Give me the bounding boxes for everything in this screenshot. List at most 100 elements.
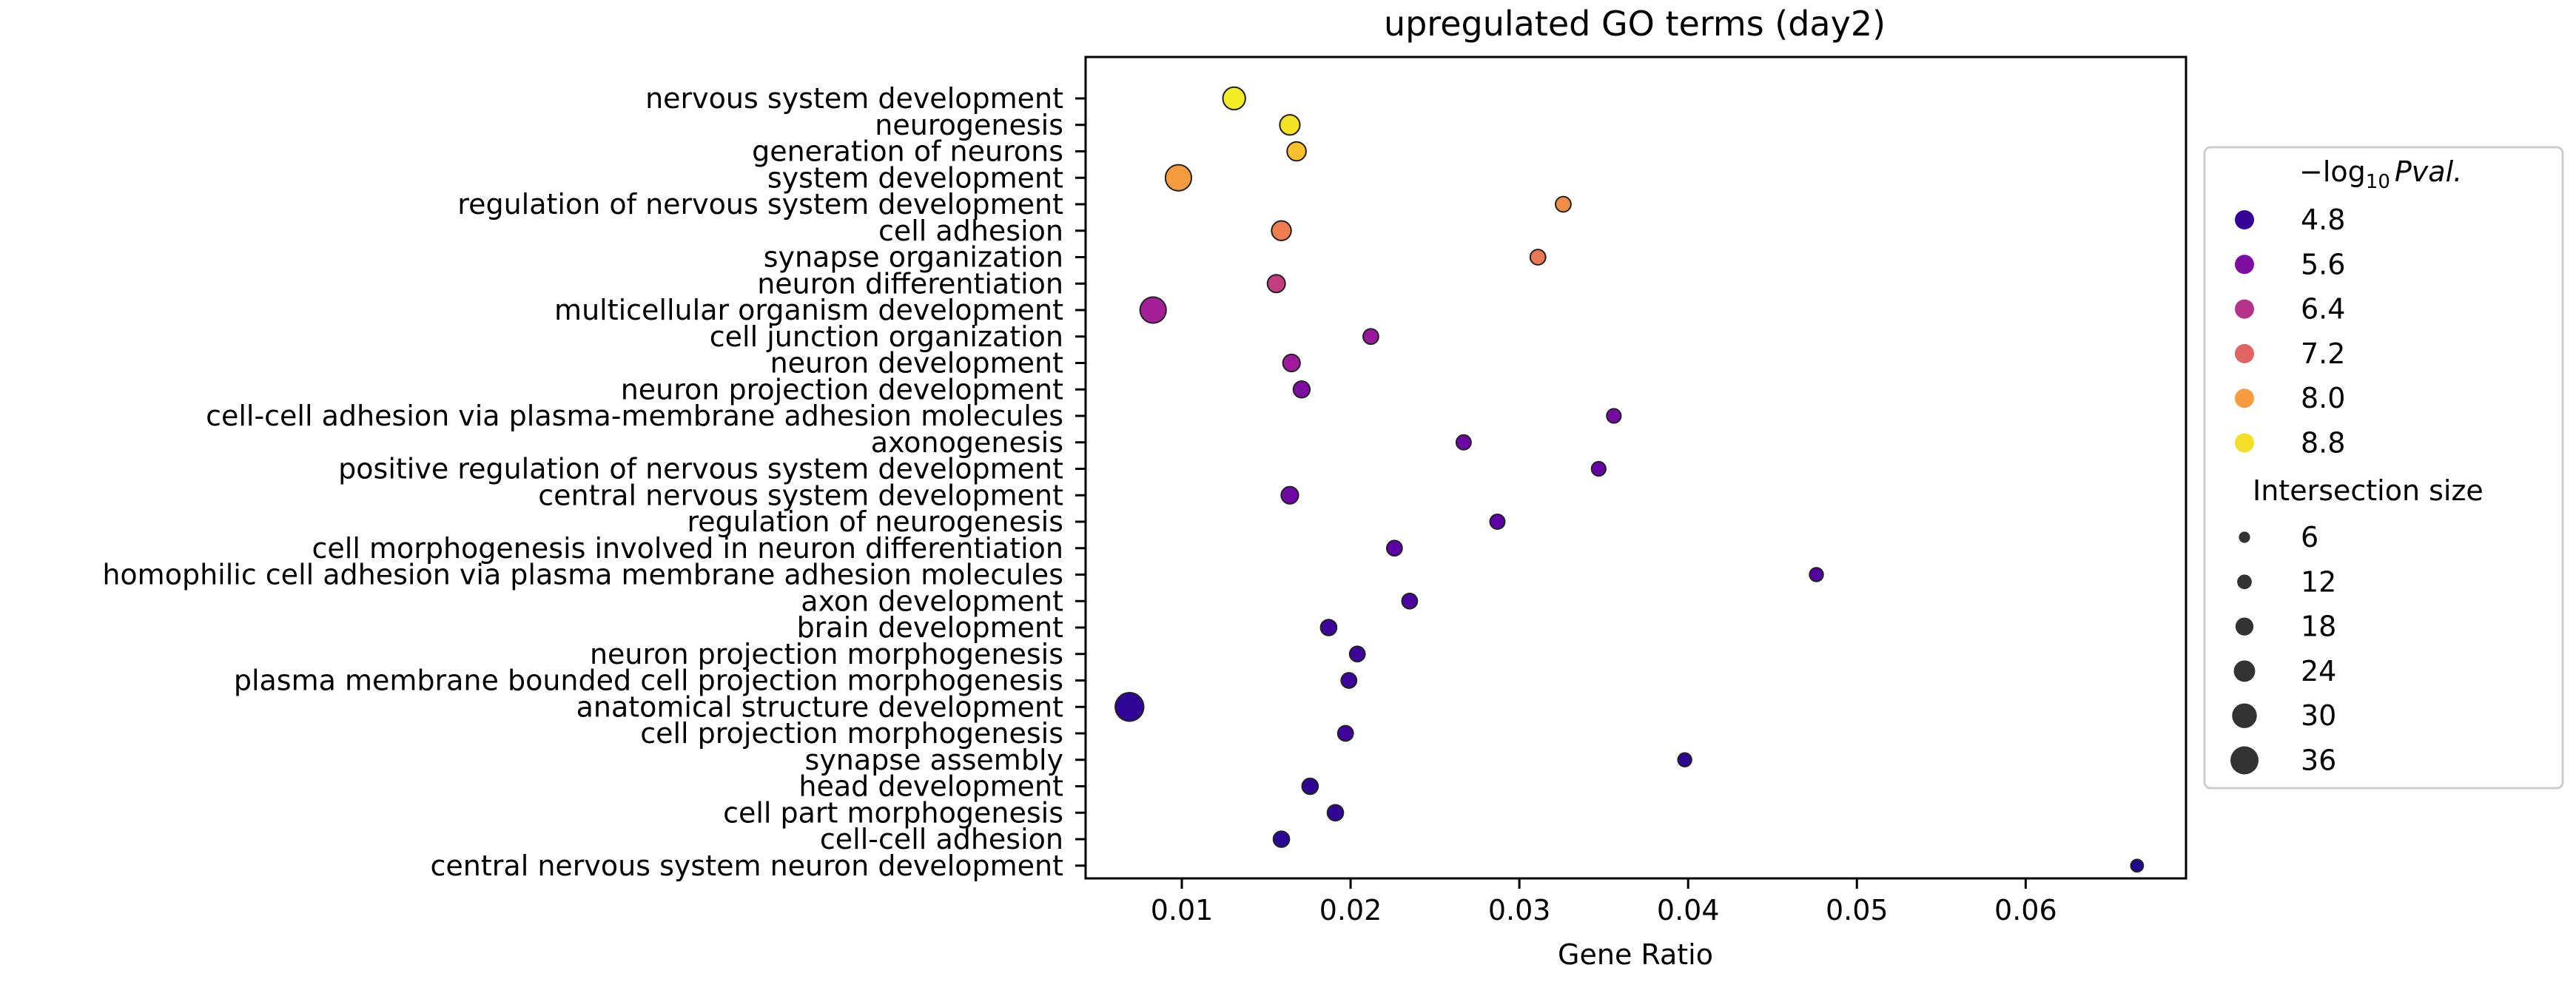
data-point (1809, 567, 1824, 582)
y-tick-label: cell part morphogenesis (723, 796, 1063, 829)
x-tick-label: 0.05 (1826, 894, 1889, 926)
x-axis-ticks: 0.01 0.02 0.03 0.04 0.05 0.06 (1151, 878, 2057, 926)
color-legend-swatch (2235, 389, 2254, 408)
y-tick-label: positive regulation of nervous system de… (338, 453, 1063, 485)
data-point (1114, 692, 1145, 722)
y-tick-label: head development (798, 770, 1063, 803)
y-tick-label: neuron differentiation (757, 267, 1063, 300)
y-tick-label: axonogenesis (871, 426, 1063, 459)
y-tick-label: plasma membrane bounded cell projection … (234, 665, 1063, 697)
size-legend-swatch (2235, 617, 2254, 636)
size-legend-label: 18 (2301, 611, 2336, 643)
data-point (1271, 220, 1292, 241)
data-point (1222, 86, 1246, 111)
x-tick-label: 0.02 (1319, 894, 1382, 926)
color-legend-label: 7.2 (2301, 337, 2345, 370)
color-legend-label: 4.8 (2301, 204, 2345, 236)
y-tick-label: anatomical structure development (576, 690, 1063, 723)
size-legend-swatch (2230, 746, 2259, 775)
y-tick-label: cell-cell adhesion via plasma-membrane a… (206, 400, 1063, 432)
x-tick-label: 0.04 (1657, 894, 1720, 926)
x-tick-label: 0.06 (1994, 894, 2057, 926)
data-point (1336, 724, 1354, 742)
color-legend-title-prefix: −log (2299, 155, 2366, 188)
data-point (1590, 460, 1607, 477)
color-legend-swatch (2235, 210, 2254, 229)
data-point (1385, 539, 1403, 557)
data-point (1555, 195, 1572, 213)
y-tick-label: axon development (801, 585, 1063, 617)
size-legend-label: 6 (2301, 521, 2318, 554)
data-point (1139, 296, 1167, 324)
color-legend-title: −log10 Pval. (2299, 155, 2462, 193)
color-legend-swatch (2235, 255, 2254, 275)
color-legend-label: 5.6 (2301, 248, 2345, 280)
data-point (1401, 592, 1419, 610)
color-legend-swatch (2235, 299, 2254, 319)
color-legend-label: 8.8 (2301, 427, 2345, 460)
data-point (1266, 274, 1286, 294)
y-tick-label: cell morphogenesis involved in neuron di… (312, 532, 1064, 565)
y-tick-label: neuron projection development (621, 373, 1063, 406)
legend: −log10 Pval. 4.8 5.6 6.4 7.2 8.0 8.8 Intersect… (2203, 146, 2564, 790)
color-legend-title-italic: Pval. (2395, 155, 2462, 188)
data-point (1455, 434, 1472, 451)
size-legend-swatch (2237, 574, 2252, 590)
y-tick-label: nervous system development (645, 82, 1063, 115)
y-tick-label: synapse assembly (805, 744, 1063, 776)
y-tick-label: central nervous system neuron developmen… (431, 850, 1063, 882)
y-tick-label: cell junction organization (710, 320, 1063, 353)
y-tick-label: neuron development (770, 347, 1063, 380)
data-point (1606, 408, 1622, 424)
y-tick-label: cell projection morphogenesis (640, 717, 1063, 750)
y-tick-label: neurogenesis (875, 109, 1063, 141)
y-tick-label: neuron projection morphogenesis (590, 638, 1063, 670)
data-point (1301, 777, 1319, 796)
y-tick-label: synapse organization (764, 241, 1063, 274)
size-legend-label: 24 (2301, 655, 2336, 687)
legend-box (2203, 146, 2564, 790)
data-point (1280, 485, 1299, 505)
y-axis-labels: nervous system developmentneurogenesisge… (102, 82, 1063, 882)
x-tick-label: 0.03 (1488, 894, 1551, 926)
data-point (1164, 164, 1193, 192)
size-legend-label: 30 (2301, 699, 2336, 732)
data-point (1489, 514, 1506, 530)
data-point (1362, 328, 1379, 346)
plot-area-frame (1084, 56, 2187, 880)
y-tick-label: brain development (797, 611, 1063, 644)
y-tick-label: regulation of nervous system development (457, 188, 1063, 221)
y-axis-ticks (1075, 97, 1086, 867)
color-legend-swatch (2235, 343, 2254, 363)
color-legend-swatch (2235, 433, 2254, 453)
size-legend-swatch (2233, 660, 2256, 682)
data-point (1326, 804, 1345, 822)
color-legend-title-subscript: 10 (2366, 171, 2390, 193)
x-axis-label: Gene Ratio (1558, 938, 1713, 971)
data-points (1114, 86, 2145, 873)
data-point (1340, 672, 1358, 689)
y-tick-label: system development (767, 161, 1063, 194)
size-legend-label: 36 (2301, 744, 2336, 777)
y-tick-label: regulation of neurogenesis (687, 505, 1064, 538)
data-point (1282, 353, 1301, 373)
data-point (1348, 645, 1366, 663)
y-tick-label: central nervous system development (538, 479, 1063, 511)
size-legend-items: 6 12 18 24 30 36 (2230, 521, 2336, 777)
size-legend-title: Intersection size (2253, 474, 2483, 507)
data-point (1279, 114, 1301, 136)
size-legend-swatch (2239, 531, 2250, 543)
y-tick-label: multicellular organism development (554, 294, 1063, 326)
data-point (1286, 141, 1307, 162)
data-point (1529, 249, 1547, 266)
size-legend-label: 12 (2301, 565, 2336, 598)
data-point (1677, 752, 1692, 767)
color-legend-items: 4.8 5.6 6.4 7.2 8.0 8.8 (2235, 204, 2345, 460)
y-tick-label: cell-cell adhesion (820, 823, 1063, 855)
data-point (1292, 380, 1311, 399)
data-point (2130, 858, 2145, 873)
color-legend-label: 6.4 (2301, 293, 2345, 326)
y-tick-label: generation of neurons (752, 135, 1063, 168)
data-point (1319, 619, 1338, 636)
